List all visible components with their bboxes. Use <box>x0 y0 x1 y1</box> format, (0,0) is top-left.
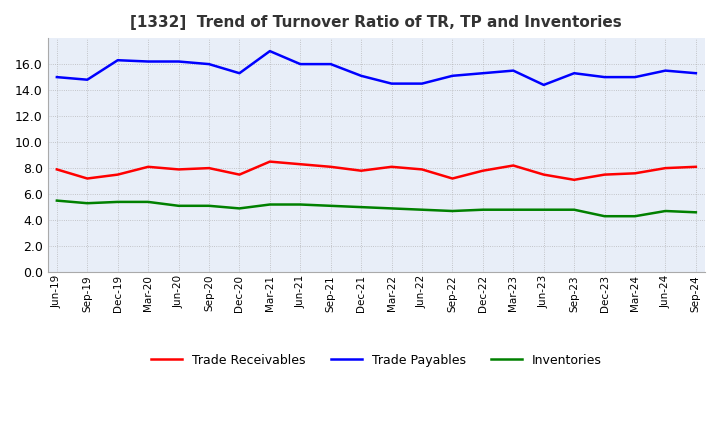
Inventories <box>144 199 153 205</box>
Trade Receivables <box>235 172 244 177</box>
Trade Receivables <box>114 172 122 177</box>
Trade Receivables <box>174 167 183 172</box>
Inventories <box>326 203 335 209</box>
Inventories <box>631 213 639 219</box>
Trade Receivables <box>53 167 61 172</box>
Trade Receivables <box>357 168 366 173</box>
Trade Payables <box>83 77 91 82</box>
Trade Payables <box>691 70 700 76</box>
Trade Payables <box>114 58 122 63</box>
Trade Receivables <box>539 172 548 177</box>
Inventories <box>266 202 274 207</box>
Trade Payables <box>570 70 578 76</box>
Trade Payables <box>387 81 396 86</box>
Line: Inventories: Inventories <box>57 201 696 216</box>
Trade Receivables <box>144 164 153 169</box>
Trade Payables <box>661 68 670 73</box>
Inventories <box>509 207 518 213</box>
Trade Payables <box>53 74 61 80</box>
Trade Payables <box>144 59 153 64</box>
Legend: Trade Receivables, Trade Payables, Inventories: Trade Receivables, Trade Payables, Inven… <box>146 348 607 371</box>
Trade Payables <box>296 62 305 67</box>
Inventories <box>53 198 61 203</box>
Trade Payables <box>539 82 548 88</box>
Inventories <box>570 207 578 213</box>
Trade Receivables <box>387 164 396 169</box>
Inventories <box>235 206 244 211</box>
Inventories <box>387 206 396 211</box>
Trade Payables <box>448 73 456 78</box>
Inventories <box>448 209 456 214</box>
Trade Payables <box>266 48 274 54</box>
Inventories <box>600 213 609 219</box>
Trade Receivables <box>448 176 456 181</box>
Trade Receivables <box>509 163 518 168</box>
Inventories <box>83 201 91 206</box>
Inventories <box>114 199 122 205</box>
Trade Receivables <box>266 159 274 164</box>
Trade Receivables <box>479 168 487 173</box>
Inventories <box>661 209 670 214</box>
Trade Payables <box>235 70 244 76</box>
Trade Payables <box>326 62 335 67</box>
Inventories <box>691 210 700 215</box>
Trade Payables <box>174 59 183 64</box>
Trade Payables <box>357 73 366 78</box>
Trade Receivables <box>204 165 213 171</box>
Trade Receivables <box>418 167 426 172</box>
Inventories <box>418 207 426 213</box>
Inventories <box>539 207 548 213</box>
Line: Trade Payables: Trade Payables <box>57 51 696 85</box>
Title: [1332]  Trend of Turnover Ratio of TR, TP and Inventories: [1332] Trend of Turnover Ratio of TR, TP… <box>130 15 622 30</box>
Trade Receivables <box>296 161 305 167</box>
Trade Receivables <box>600 172 609 177</box>
Inventories <box>357 205 366 210</box>
Trade Payables <box>204 62 213 67</box>
Trade Receivables <box>326 164 335 169</box>
Trade Receivables <box>570 177 578 183</box>
Inventories <box>204 203 213 209</box>
Trade Payables <box>600 74 609 80</box>
Trade Payables <box>509 68 518 73</box>
Trade Receivables <box>661 165 670 171</box>
Trade Payables <box>418 81 426 86</box>
Trade Receivables <box>83 176 91 181</box>
Trade Receivables <box>691 164 700 169</box>
Trade Payables <box>479 70 487 76</box>
Inventories <box>296 202 305 207</box>
Inventories <box>174 203 183 209</box>
Line: Trade Receivables: Trade Receivables <box>57 161 696 180</box>
Trade Payables <box>631 74 639 80</box>
Inventories <box>479 207 487 213</box>
Trade Receivables <box>631 171 639 176</box>
